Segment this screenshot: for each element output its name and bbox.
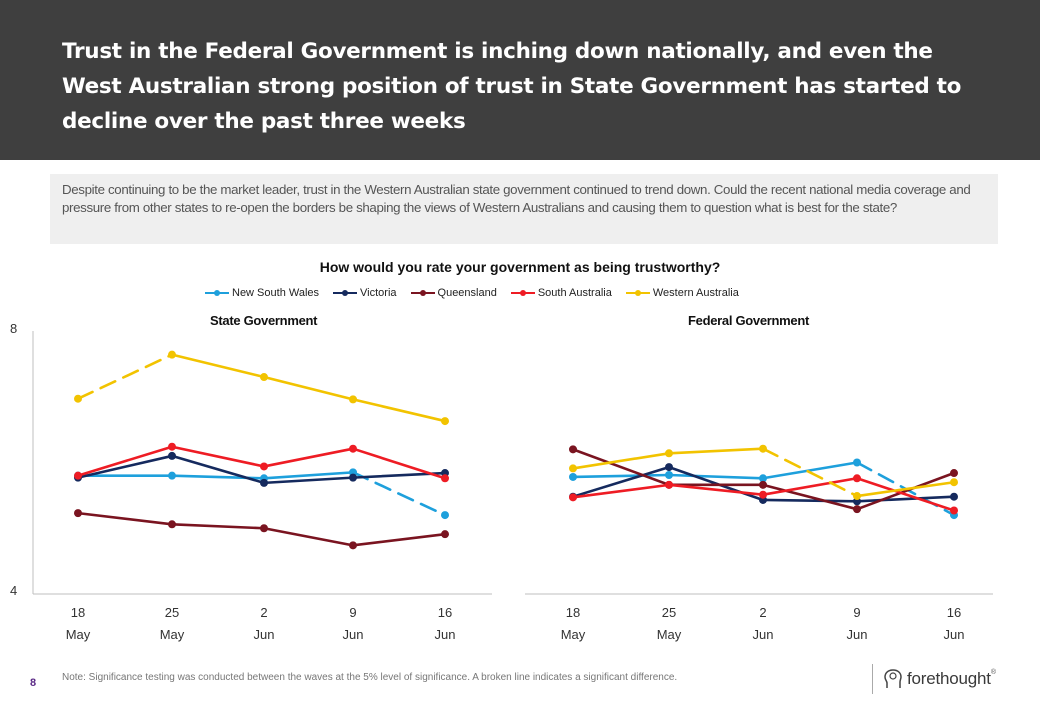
- data-point-state-new-south-wales-1: [168, 472, 176, 480]
- x-tick-month-federal-3: Jun: [847, 627, 868, 642]
- brain-head-icon: [883, 668, 903, 690]
- data-point-federal-south-australia-2: [759, 491, 767, 499]
- series-segment-state-south-australia-1: [172, 447, 264, 467]
- data-point-federal-queensland-4: [950, 469, 958, 477]
- x-tick-day-state-1: 25: [165, 605, 179, 620]
- data-point-federal-new-south-wales-1: [665, 471, 673, 479]
- data-point-federal-western-australia-2: [759, 445, 767, 453]
- series-segment-federal-victoria-1: [669, 467, 763, 500]
- data-point-federal-victoria-1: [665, 463, 673, 471]
- data-point-state-queensland-1: [168, 520, 176, 528]
- data-point-state-south-australia-0: [74, 472, 82, 480]
- data-point-federal-western-australia-0: [569, 464, 577, 472]
- x-tick-month-state-1: May: [160, 627, 185, 642]
- series-segment-federal-new-south-wales-0: [573, 475, 669, 477]
- data-point-federal-south-australia-1: [665, 481, 673, 489]
- x-tick-day-state-2: 2: [260, 605, 267, 620]
- series-segment-state-western-australia-1: [172, 355, 264, 377]
- series-segment-state-queensland-3: [353, 534, 445, 545]
- data-point-state-western-australia-1: [168, 351, 176, 359]
- data-point-state-queensland-2: [260, 524, 268, 532]
- series-segment-state-queensland-2: [264, 528, 353, 545]
- brand-logo: forethought®: [872, 663, 996, 695]
- x-tick-month-federal-0: May: [561, 627, 586, 642]
- page-number: 8: [30, 677, 36, 689]
- data-point-state-victoria-3: [349, 474, 357, 482]
- series-segment-state-western-australia-3: [353, 399, 445, 421]
- series-segment-state-south-australia-2: [264, 449, 353, 467]
- x-tick-month-state-0: May: [66, 627, 91, 642]
- x-tick-month-state-2: Jun: [254, 627, 275, 642]
- data-point-state-south-australia-4: [441, 474, 449, 482]
- x-tick-month-federal-4: Jun: [944, 627, 965, 642]
- series-segment-federal-south-australia-1: [669, 485, 763, 495]
- series-segment-state-new-south-wales-3: [353, 472, 445, 515]
- x-tick-month-state-4: Jun: [435, 627, 456, 642]
- x-tick-day-federal-3: 9: [853, 605, 860, 620]
- data-point-state-western-australia-3: [349, 395, 357, 403]
- x-tick-month-federal-1: May: [657, 627, 682, 642]
- series-segment-state-western-australia-2: [264, 377, 353, 399]
- x-tick-month-state-3: Jun: [343, 627, 364, 642]
- series-segment-state-queensland-0: [78, 513, 172, 524]
- x-tick-day-federal-4: 16: [947, 605, 961, 620]
- x-tick-day-state-4: 16: [438, 605, 452, 620]
- data-point-state-western-australia-0: [74, 395, 82, 403]
- data-point-federal-western-australia-3: [853, 492, 861, 500]
- data-point-state-new-south-wales-4: [441, 511, 449, 519]
- brand-registered-mark: ®: [991, 669, 996, 676]
- series-segment-state-south-australia-0: [78, 447, 172, 476]
- series-segment-state-western-australia-0: [78, 355, 172, 399]
- data-point-federal-south-australia-0: [569, 493, 577, 501]
- x-tick-day-state-0: 18: [71, 605, 85, 620]
- data-point-state-south-australia-1: [168, 443, 176, 451]
- series-segment-federal-new-south-wales-1: [669, 475, 763, 478]
- data-point-federal-south-australia-4: [950, 506, 958, 514]
- data-point-federal-new-south-wales-0: [569, 473, 577, 481]
- data-point-state-western-australia-2: [260, 373, 268, 381]
- data-point-federal-western-australia-1: [665, 449, 673, 457]
- series-segment-state-queensland-1: [172, 524, 264, 528]
- data-point-state-queensland-4: [441, 530, 449, 538]
- data-point-federal-south-australia-3: [853, 474, 861, 482]
- x-tick-day-federal-2: 2: [759, 605, 766, 620]
- brand-wordmark: forethought: [907, 669, 991, 688]
- significance-note: Note: Significance testing was conducted…: [62, 671, 702, 684]
- data-point-state-south-australia-3: [349, 445, 357, 453]
- data-point-federal-queensland-2: [759, 481, 767, 489]
- x-tick-day-federal-0: 18: [566, 605, 580, 620]
- x-tick-month-federal-2: Jun: [753, 627, 774, 642]
- data-point-state-queensland-3: [349, 541, 357, 549]
- data-point-state-western-australia-4: [441, 417, 449, 425]
- series-segment-state-south-australia-3: [353, 449, 445, 479]
- series-segment-federal-victoria-3: [857, 497, 954, 502]
- data-point-state-victoria-2: [260, 479, 268, 487]
- data-point-federal-queensland-3: [853, 505, 861, 513]
- series-segment-federal-queensland-3: [857, 473, 954, 509]
- data-point-federal-victoria-4: [950, 493, 958, 501]
- line-chart: 18 May 25 May 2 Jun 9 Jun 16 Jun 18 May 25 May 2 Jun 9 Ju…: [0, 0, 1040, 719]
- data-point-federal-new-south-wales-3: [853, 459, 861, 467]
- data-point-federal-western-australia-4: [950, 478, 958, 486]
- series-segment-federal-western-australia-1: [669, 449, 763, 454]
- data-point-state-queensland-0: [74, 509, 82, 517]
- data-point-state-south-australia-2: [260, 462, 268, 470]
- data-point-federal-queensland-0: [569, 445, 577, 453]
- brand-name: forethought®: [907, 669, 996, 689]
- series-segment-state-victoria-1: [172, 456, 264, 483]
- series-segment-federal-victoria-2: [763, 500, 857, 501]
- x-tick-day-state-3: 9: [349, 605, 356, 620]
- brand-divider: [872, 664, 873, 694]
- series-segment-federal-new-south-wales-2: [763, 463, 857, 479]
- data-point-state-victoria-1: [168, 452, 176, 460]
- series-segment-federal-south-australia-2: [763, 478, 857, 494]
- x-tick-day-federal-1: 25: [662, 605, 676, 620]
